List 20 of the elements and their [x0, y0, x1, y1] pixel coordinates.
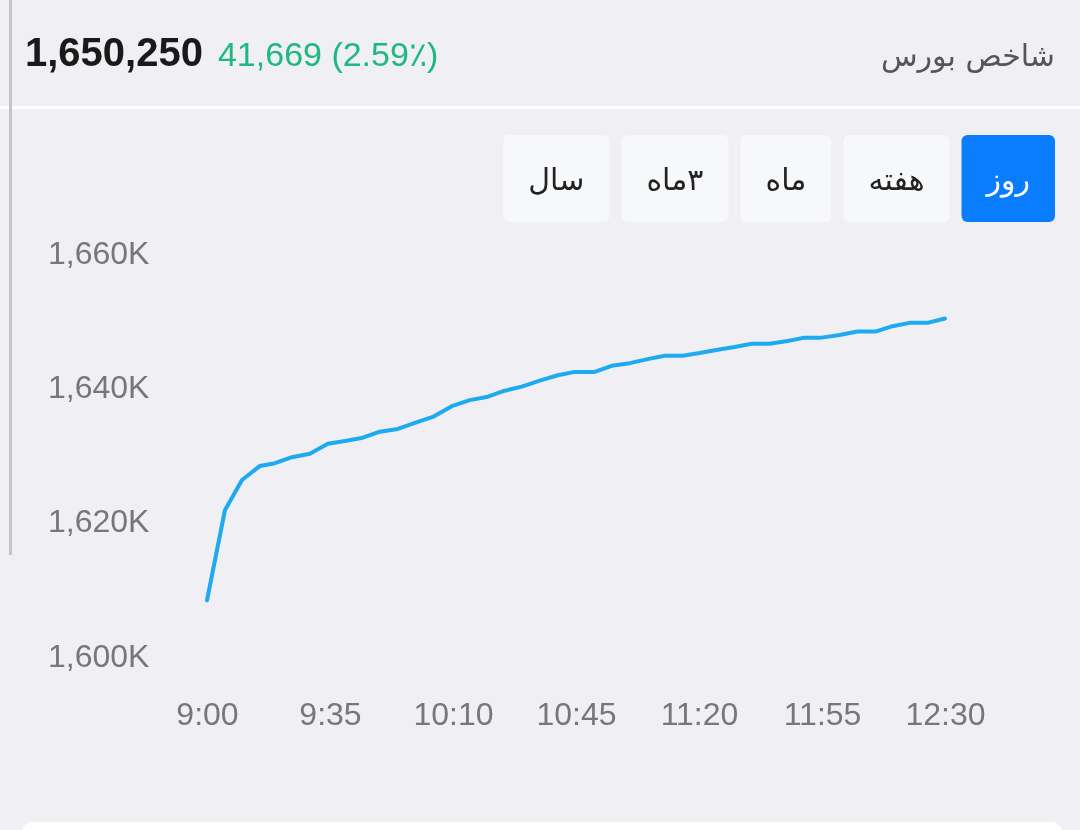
x-tick-label: 10:10: [413, 696, 494, 732]
text: سال: [528, 162, 585, 197]
y-tick-label: 1,620K: [48, 503, 150, 540]
text: روز: [984, 162, 1030, 198]
x-tick-label: 11:55: [783, 696, 862, 732]
x-tick-label: 12:30: [905, 696, 986, 732]
x-tick-label: 9:00: [176, 696, 239, 732]
y-tick-label: 1,660K: [48, 234, 150, 271]
chart-subtitle: 1,650,250: [25, 30, 203, 74]
x-tick-label: 11:20: [660, 696, 739, 732]
text: ۳ماه: [646, 162, 704, 197]
y-tick-label: 1,600K: [48, 637, 150, 674]
chart-title: شاخص بورس: [880, 38, 1055, 73]
x-tick-label: 9:35: [299, 696, 362, 732]
text: هفته: [868, 162, 925, 197]
text: ماه: [765, 162, 807, 197]
y-tick-label: 1,640K: [48, 369, 150, 406]
x-tick-label: 10:45: [536, 696, 617, 732]
text: 41,669 (2.59٪): [217, 35, 439, 73]
line-series: [205, 316, 947, 603]
